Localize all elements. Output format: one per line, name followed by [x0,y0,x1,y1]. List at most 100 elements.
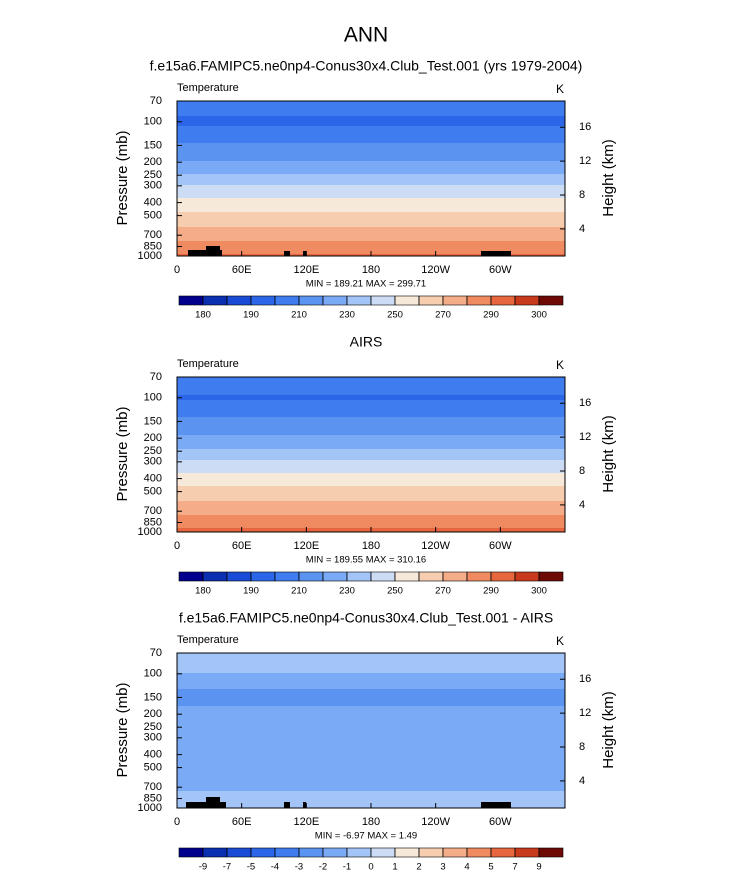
y-axis-title: Pressure (mb) [114,130,131,225]
y-tick-label: 850 [144,240,162,252]
topography [481,251,511,256]
x-tick-label: 180 [362,540,380,552]
min-max-stats: MIN = 189.55 MAX = 310.16 [306,555,426,566]
x-tick-label: 0 [174,816,180,828]
contour-band [177,452,565,461]
field-label: Temperature [177,634,239,646]
unit-label: K [556,634,564,648]
x-tick-label: 60E [232,540,252,552]
colorbar-box [442,847,468,858]
contour-band [177,501,565,513]
panel-title: AIRS [350,334,383,350]
y-tick-label: 100 [144,668,162,680]
y-tick-label: 1000 [138,802,162,814]
colorbar-box [322,847,348,858]
contour-band [177,247,565,255]
y2-tick-label: 16 [579,121,591,133]
colorbar-box [394,847,420,858]
unit-label: K [556,358,564,372]
colorbar-box [490,847,516,858]
colorbar-box [346,571,372,582]
y2-tick-label: 12 [579,707,591,719]
contour-band [177,788,565,792]
x-tick-label: 120W [421,540,450,552]
y-axis-title: Pressure (mb) [114,682,131,777]
colorbar-box [178,571,204,582]
colorbar-box [418,295,444,306]
x-tick-label: 180 [362,264,380,276]
colorbar-box [274,847,300,858]
y-axis-title: Pressure (mb) [114,406,131,501]
x-tick-label: 180 [362,816,380,828]
contour-band [177,479,565,487]
colorbar-label: 2 [416,862,421,872]
x-tick-label: 60W [489,540,512,552]
y-tick-label: 150 [144,691,162,703]
y2-tick-label: 8 [579,465,585,477]
contour-band [177,449,565,453]
colorbar-label: -9 [199,862,207,872]
colorbar-box [490,295,516,306]
colorbar-label: 300 [531,586,547,597]
topography [206,246,220,250]
colorbar-label: 190 [243,310,259,321]
colorbar-label: 9 [536,862,541,872]
contour-band [177,715,565,739]
colorbar-label: 0 [368,862,373,872]
y-tick-label: 100 [144,116,162,128]
colorbar-box [250,295,276,306]
colorbar-label: 180 [195,586,211,597]
x-tick-label: 120W [421,816,450,828]
x-tick-label: 0 [174,540,180,552]
contour-band [177,143,565,147]
x-tick-label: 60E [232,264,252,276]
topography [284,802,290,808]
contour-band [177,395,565,399]
colorbar-label: 290 [483,586,499,597]
contour-band [177,176,565,186]
min-max-stats: MIN = 189.21 MAX = 299.71 [306,279,426,290]
y-tick-label: 200 [144,156,162,168]
colorbar-label: 250 [387,310,403,321]
colorbar-label: -5 [247,862,255,872]
colorbar-box [418,571,444,582]
contour-band [177,512,565,516]
colorbar-label: 270 [435,586,451,597]
contour-band [177,236,565,242]
y-tick-label: 70 [150,95,162,107]
colorbar-box [202,571,228,582]
colorbar-box [370,847,396,858]
colorbar-box [442,295,468,306]
y-tick-label: 200 [144,432,162,444]
x-tick-label: 120E [293,816,319,828]
contour-band [177,768,565,789]
colorbar-label: 4 [464,862,469,872]
topography [303,802,306,808]
y2-tick-label: 4 [579,223,585,235]
contour-band [177,198,565,204]
contour-band [177,435,565,440]
contour-band [177,738,565,769]
topography [206,797,220,802]
y2-tick-label: 12 [579,431,591,443]
colorbar-box [322,295,348,306]
colorbar-box [322,571,348,582]
contour-band [177,486,565,493]
page-title: ANN [344,24,388,47]
y-tick-label: 250 [144,721,162,733]
colorbar-box [202,295,228,306]
y2-axis-title: Height (km) [600,139,617,217]
colorbar-label: 270 [435,310,451,321]
y-tick-label: 300 [144,456,162,468]
colorbar-label: 300 [531,310,547,321]
colorbar-box [538,571,564,582]
y-tick-label: 300 [144,732,162,744]
colorbar-box [274,295,300,306]
topography [203,252,211,256]
colorbar-box [394,571,420,582]
y-tick-label: 500 [144,210,162,222]
contour-band [177,653,565,669]
contour-band [177,216,565,228]
colorbar-label: -1 [343,862,351,872]
